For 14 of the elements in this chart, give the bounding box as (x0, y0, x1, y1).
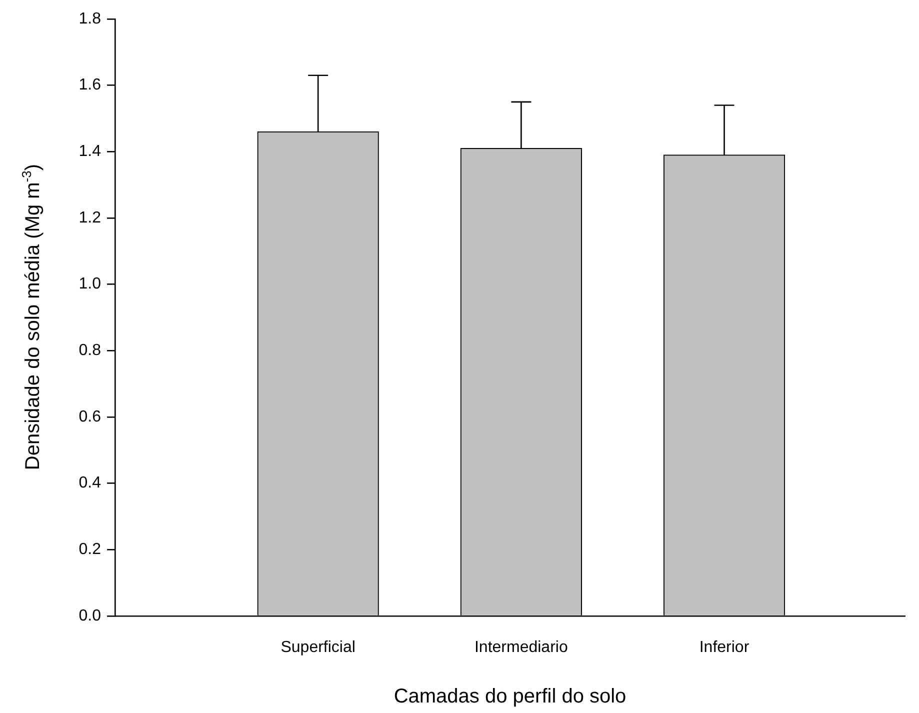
y-tick-label: 0.2 (78, 541, 102, 558)
y-tick-label: 1.2 (78, 209, 102, 226)
y-tick-label: 0.4 (78, 474, 102, 492)
x-tick-label: Intermediario (474, 639, 568, 656)
y-tick-label: 1.4 (78, 143, 102, 160)
x-tick-label: Inferior (699, 639, 750, 656)
y-tick-label: 0.6 (78, 408, 102, 426)
x-axis-title: Camadas do perfil do solo (394, 686, 626, 708)
y-tick-label: 1.6 (78, 76, 102, 94)
y-tick-label: 1.0 (78, 276, 102, 293)
x-tick-label: Superficial (280, 639, 356, 656)
y-tick-label: 1.8 (78, 10, 102, 28)
y-tick-label: 0.8 (78, 342, 102, 360)
y-tick-label: 0.0 (78, 607, 102, 624)
